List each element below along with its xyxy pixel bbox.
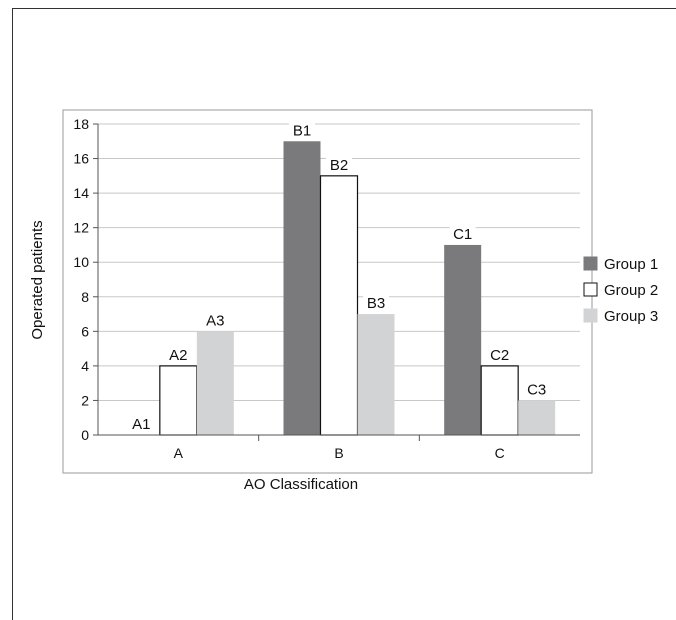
data-label-backdrop <box>363 293 389 312</box>
bar-a2 <box>159 365 198 436</box>
data-label: B2 <box>330 157 348 174</box>
x-axis-title: AO Classification <box>244 476 358 493</box>
bar-c2 <box>480 365 519 436</box>
legend-label: Group 1 <box>604 256 658 273</box>
bar-b3 <box>357 314 395 435</box>
data-label-backdrop <box>326 154 352 173</box>
data-label: A2 <box>169 347 187 364</box>
data-label: B1 <box>293 122 311 139</box>
y-tick-label: 0 <box>81 427 89 443</box>
legend-label: Group 2 <box>604 282 658 299</box>
x-tick-label: C <box>495 445 505 461</box>
data-label-backdrop <box>165 344 192 363</box>
legend-swatch <box>583 256 598 271</box>
legend-swatch <box>583 282 598 297</box>
y-tick-label: 10 <box>73 254 89 270</box>
y-axis-title: Operated patients <box>29 220 46 339</box>
legend-swatch <box>583 308 598 323</box>
legend: Group 1 Group 2 Group 3 <box>583 256 658 325</box>
data-label: B3 <box>367 295 385 312</box>
legend-label: Group 3 <box>604 308 658 325</box>
data-label-backdrop <box>202 310 229 329</box>
x-tick-label: A <box>174 445 184 461</box>
y-tick-label: 8 <box>81 289 89 305</box>
data-label: C2 <box>490 347 509 364</box>
bar-c1 <box>444 244 482 435</box>
data-label: C1 <box>453 226 472 243</box>
bar-b2 <box>319 175 359 436</box>
y-tick-label: 6 <box>81 323 89 339</box>
data-label: A1 <box>132 416 150 433</box>
bar-b1 <box>283 141 321 435</box>
bar-c3 <box>518 400 556 435</box>
data-label-backdrop <box>128 414 155 432</box>
bars: A1 A2 A3 B1 B2 B3 C1 C2 C3 <box>128 120 556 436</box>
data-label-backdrop <box>449 223 476 242</box>
y-tick-label: 14 <box>73 185 89 201</box>
y-tick-label: 2 <box>81 392 89 408</box>
axes: 0 2 4 6 8 10 12 14 16 18 A B C <box>73 116 580 461</box>
y-tick-label: 4 <box>81 358 89 374</box>
y-tick-label: 18 <box>73 116 89 132</box>
data-label-backdrop <box>289 120 315 139</box>
data-label-backdrop <box>523 379 550 398</box>
bar-a3 <box>196 331 234 435</box>
data-label: C3 <box>527 381 546 398</box>
figure-frame <box>12 8 676 620</box>
data-label: A3 <box>206 312 224 329</box>
y-tick-label: 12 <box>73 220 89 236</box>
data-label-backdrop <box>486 344 513 363</box>
y-tick-label: 16 <box>73 151 89 167</box>
x-tick-label: B <box>334 445 343 461</box>
